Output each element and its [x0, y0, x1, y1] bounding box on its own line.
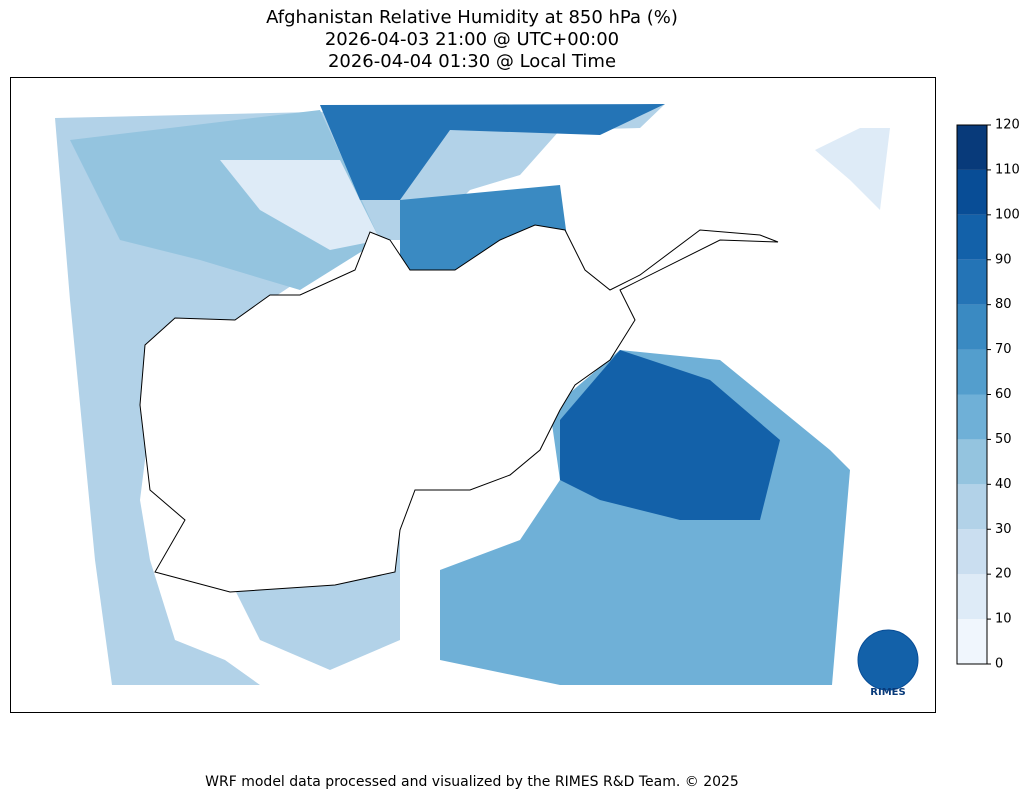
colorbar-tick-label: 30	[995, 522, 1012, 537]
colorbar-segment	[957, 214, 987, 260]
logo-text: RIMES	[870, 687, 905, 698]
footer: WRF model data processed and visualized …	[205, 774, 739, 790]
colorbar-segment	[957, 349, 987, 395]
field	[320, 104, 665, 200]
colorbar-tick-label: 0	[995, 657, 1003, 672]
colorbar-segment	[957, 484, 987, 530]
colorbar-tick-label: 20	[995, 567, 1012, 582]
colorbar-segment	[957, 619, 987, 664]
field	[560, 350, 780, 520]
field	[220, 160, 380, 250]
colorbar-tick-label: 120	[995, 118, 1020, 133]
logo-mark	[857, 629, 919, 691]
colorbar-tick-label: 100	[995, 207, 1020, 222]
colorbar-tick-label: 70	[995, 342, 1012, 357]
colorbar: 0 10 20 30 40 50 60 70 80 90 100 110 120	[956, 118, 1020, 672]
field	[70, 110, 380, 290]
title-line: 2026-04-03 21:00 @ UTC+00:00	[325, 29, 619, 50]
title-line: Afghanistan Relative Humidity at 850 hPa…	[266, 7, 678, 28]
colorbar-tick-label: 80	[995, 297, 1012, 312]
colorbar-tick-label: 40	[995, 477, 1012, 492]
colorbar-segment	[957, 574, 987, 620]
colorbar-tick-label: 110	[995, 162, 1020, 177]
colorbar-tick-label: 90	[995, 252, 1012, 267]
colorbar-segment	[957, 529, 987, 575]
colorbar-segment	[957, 439, 987, 485]
colorbar-segment	[957, 125, 987, 170]
map: RIMES	[10, 77, 936, 713]
colorbar-segment	[957, 394, 987, 440]
colorbar-segment	[957, 169, 987, 215]
field	[815, 128, 890, 210]
country-outline	[139, 224, 779, 593]
colorbar-tick-label: 50	[995, 432, 1012, 447]
colorbar-segment	[957, 259, 987, 305]
colorbar-tick-label: 10	[995, 612, 1012, 627]
title-line: 2026-04-04 01:30 @ Local Time	[328, 51, 616, 72]
colorbar-tick-label: 60	[995, 387, 1012, 402]
colorbar-segment	[957, 304, 987, 350]
